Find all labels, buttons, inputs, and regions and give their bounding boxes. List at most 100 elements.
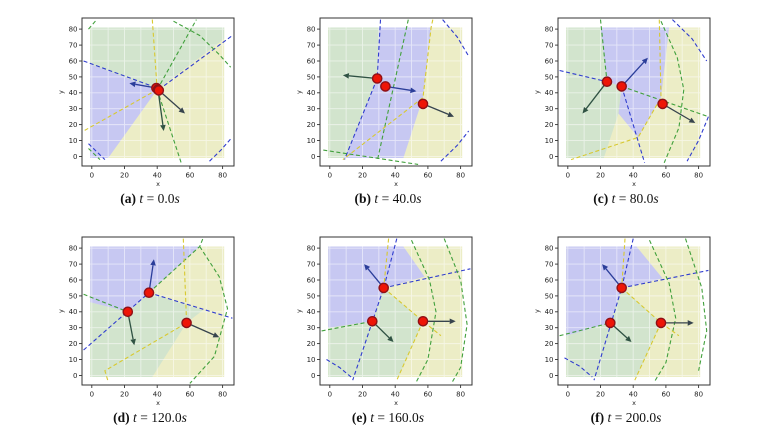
svg-text:60: 60 — [423, 172, 432, 180]
dashed-yellow-line — [151, 19, 158, 90]
agent-velocity-arrow — [621, 61, 645, 87]
dashed-blue-line — [686, 116, 709, 162]
dashed-green-line — [410, 239, 437, 383]
tick-marks — [555, 28, 700, 169]
agent-arrow-head — [160, 124, 166, 131]
svg-text:20: 20 — [69, 121, 78, 129]
svg-text:80: 80 — [69, 245, 78, 253]
subplot-e: 0 20 40 60 80 0 10 20 30 40 50 60 70 80 x y (e) t = 160.… — [294, 231, 482, 426]
caption-time-value: 80.0 — [629, 191, 654, 206]
agent-arrow-head — [602, 264, 609, 271]
tick-marks — [79, 28, 224, 169]
subplot-caption: (f) t = 200.0s — [532, 409, 720, 426]
agent-marker — [657, 98, 668, 110]
agent-arrow-head — [129, 81, 136, 88]
caption-letter: (f) — [590, 410, 605, 425]
svg-text:80: 80 — [218, 391, 227, 399]
caption-time-var: t — [370, 410, 375, 425]
plot-content — [559, 238, 709, 383]
dashed-blue-line — [593, 238, 634, 381]
svg-text:0: 0 — [549, 372, 553, 380]
svg-text:50: 50 — [545, 73, 554, 81]
tick-marks — [79, 247, 224, 388]
dashed-green-line — [599, 19, 608, 82]
caption-time-var: t — [611, 191, 616, 206]
subplot-f: 0 20 40 60 80 0 10 20 30 40 50 60 70 80 x y (f) t = 200.… — [532, 231, 720, 426]
y-axis-label: y — [533, 309, 541, 313]
svg-text:40: 40 — [69, 308, 78, 316]
caption-time-unit: s — [174, 191, 180, 206]
svg-text:70: 70 — [545, 42, 554, 50]
svg-text:40: 40 — [153, 391, 162, 399]
svg-text:0: 0 — [328, 172, 332, 180]
dashed-blue-line — [326, 359, 352, 378]
dashed-green-line — [684, 238, 708, 371]
caption-letter: (e) — [351, 410, 367, 425]
svg-text:40: 40 — [545, 89, 554, 97]
svg-text:30: 30 — [307, 324, 316, 332]
svg-text:20: 20 — [307, 121, 316, 129]
dashed-yellow-line — [621, 238, 626, 288]
caption-time-unit: s — [653, 191, 659, 206]
caption-equals: = — [146, 191, 155, 206]
agent-arrow-head — [449, 318, 456, 325]
svg-text:40: 40 — [391, 391, 400, 399]
region-blue — [328, 246, 425, 328]
dashed-blue-line — [442, 19, 470, 57]
subplot-plot: 0 20 40 60 80 0 10 20 30 40 50 60 70 80 x y — [295, 236, 473, 407]
dashed-yellow-line — [104, 238, 188, 382]
subplot-d: 0 20 40 60 80 0 10 20 30 40 50 60 70 80 x y (d) t = 120.… — [56, 231, 244, 426]
tick-labels: 0 20 40 60 80 0 10 20 30 40 50 60 70 80 — [545, 26, 703, 180]
y-axis-label: y — [295, 309, 303, 313]
agent-marker — [417, 98, 429, 110]
agent-marker — [371, 73, 383, 84]
subplot-plot: 0 20 40 60 80 0 10 20 30 40 50 60 70 80 x y — [533, 236, 711, 407]
caption-letter: (c) — [593, 191, 609, 206]
tick-labels: 0 20 40 60 80 0 10 20 30 40 50 60 70 80 — [545, 245, 703, 399]
dashed-blue-line — [158, 35, 233, 91]
tick-labels: 0 20 40 60 80 0 10 20 30 40 50 60 70 80 — [307, 245, 465, 399]
svg-text:50: 50 — [545, 292, 554, 300]
subplot-plot: 0 20 40 60 80 0 10 20 30 40 50 60 70 80 x y — [57, 236, 235, 407]
agent-arrow-head — [150, 259, 156, 266]
svg-text:10: 10 — [307, 356, 316, 364]
agent-marker — [601, 76, 613, 87]
svg-text:50: 50 — [307, 73, 316, 81]
svg-text:70: 70 — [69, 261, 78, 269]
dashed-green-line — [321, 320, 373, 332]
subplot-caption: (c) t = 80.0s — [532, 190, 720, 207]
agent-marker — [616, 282, 627, 294]
agent-marker — [143, 287, 155, 299]
plot-content — [83, 238, 233, 384]
subplot-plot: 0 20 40 60 80 0 10 20 30 40 50 60 70 80 x y — [57, 17, 235, 188]
agent-arrow-head — [212, 332, 220, 338]
dashed-yellow-line — [83, 89, 158, 132]
svg-text:40: 40 — [629, 391, 638, 399]
axes-box — [319, 236, 473, 386]
dashed-green-line — [156, 19, 197, 90]
dashed-blue-line — [559, 69, 608, 83]
subplot-a: 0 20 40 60 80 0 10 20 30 40 50 60 70 80 x y (a) t = 0.0s — [56, 12, 244, 207]
tick-marks — [317, 28, 462, 169]
y-axis-label: y — [57, 90, 65, 94]
agent-arrow-head — [178, 107, 185, 114]
svg-text:30: 30 — [545, 105, 554, 113]
agent-velocity-arrow — [585, 81, 608, 110]
svg-text:80: 80 — [456, 391, 465, 399]
agent-marker — [605, 317, 616, 329]
svg-text:80: 80 — [694, 391, 703, 399]
axes-box — [557, 236, 711, 386]
tick-labels: 0 20 40 60 80 0 10 20 30 40 50 60 70 80 — [69, 245, 227, 399]
svg-text:60: 60 — [69, 57, 78, 65]
agent-arrow-head — [641, 57, 648, 65]
svg-text:0: 0 — [90, 391, 94, 399]
svg-text:80: 80 — [545, 245, 554, 253]
agent-marker — [153, 85, 165, 96]
tick-labels: 0 20 40 60 80 0 10 20 30 40 50 60 70 80 — [307, 26, 465, 180]
svg-text:60: 60 — [545, 276, 554, 284]
grid-lines — [90, 27, 225, 159]
agent-arrow-head — [410, 87, 417, 94]
dashed-green-line — [83, 293, 129, 313]
svg-text:0: 0 — [73, 372, 77, 380]
svg-text:0: 0 — [328, 391, 332, 399]
